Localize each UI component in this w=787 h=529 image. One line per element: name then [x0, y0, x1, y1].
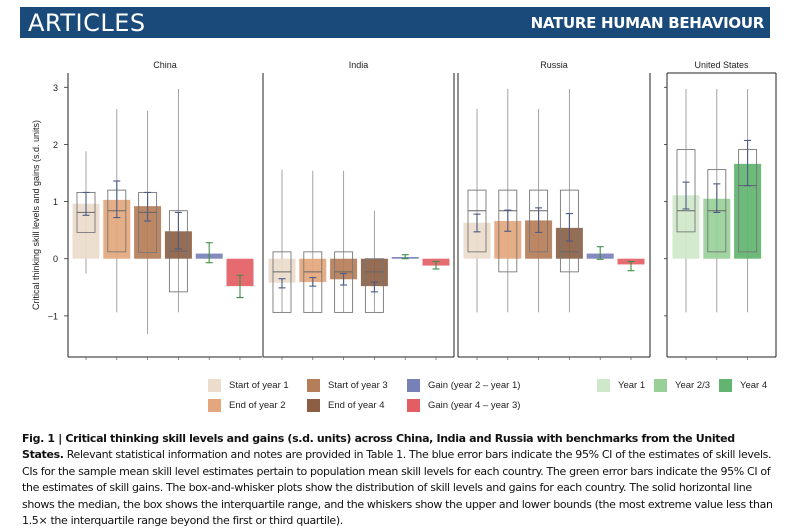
legend-label: Start of year 1	[229, 380, 289, 391]
box-iqr	[676, 149, 696, 233]
legend-item: End of year 4	[307, 399, 385, 412]
box-iqr	[272, 251, 292, 313]
legend-item: Start of year 3	[307, 379, 388, 392]
legend-label: End of year 4	[328, 400, 385, 411]
y-tick-label: 2	[53, 140, 58, 150]
legend-item: Year 1	[597, 379, 645, 392]
box-iqr	[467, 189, 487, 253]
legend-item: Start of year 1	[208, 379, 289, 392]
box-iqr	[529, 189, 549, 253]
box-iqr	[559, 189, 579, 273]
legend-item: Year 4	[719, 379, 767, 392]
legend-item: Year 2/3	[654, 379, 710, 392]
legend-swatch	[407, 379, 420, 392]
legend-label: Year 1	[618, 380, 646, 391]
y-axis-label: Critical thinking skill levels and gains…	[31, 120, 41, 310]
box-iqr	[334, 251, 354, 313]
legend-item: Gain (year 4 – year 3)	[407, 399, 520, 412]
bar-end-of-year-2	[299, 258, 327, 283]
legend-swatch	[208, 399, 221, 412]
box-iqr	[364, 258, 384, 313]
caption-title: Fig. 1 | Critical thinking skill levels …	[22, 432, 735, 462]
legend-swatch	[597, 379, 610, 392]
legend-label: Start of year 3	[328, 380, 388, 391]
legend-swatch	[654, 379, 667, 392]
legend-label: Gain (year 2 – year 1)	[428, 380, 521, 391]
journal-header: ARTICLES NATURE HUMAN BEHAVIOUR	[20, 7, 770, 38]
legend-swatch	[208, 379, 221, 392]
panel-title: China	[153, 60, 177, 70]
box-iqr	[303, 251, 323, 313]
y-tick-label: −1	[48, 311, 58, 321]
caption-body: Relevant statistical information and not…	[22, 448, 773, 528]
legend-swatch	[719, 379, 732, 392]
legend-item: Gain (year 2 – year 1)	[407, 379, 520, 392]
y-tick-label: 3	[53, 83, 58, 93]
legend-swatch	[307, 379, 320, 392]
y-tick-label: 0	[53, 254, 58, 264]
legend-swatch	[307, 399, 320, 412]
figure-caption: Fig. 1 | Critical thinking skill levels …	[22, 431, 774, 529]
figure-chart: Critical thinking skill levels and gains…	[31, 60, 777, 360]
box-iqr	[498, 189, 518, 273]
panel-title: Russia	[540, 60, 568, 70]
legend-label: Year 2/3	[675, 380, 711, 391]
bar-start-of-year-3	[330, 258, 358, 280]
legend-swatch	[407, 399, 420, 412]
panel-title: India	[349, 60, 369, 70]
panel-title: United States	[694, 60, 749, 70]
y-tick-label: 1	[53, 197, 58, 207]
legend-label: Year 4	[740, 380, 768, 391]
legend-label: End of year 2	[229, 400, 286, 411]
legend-label: Gain (year 4 – year 3)	[428, 400, 521, 411]
legend-item: End of year 2	[208, 399, 286, 412]
section-label: ARTICLES	[28, 9, 146, 37]
journal-name: NATURE HUMAN BEHAVIOUR	[530, 14, 765, 32]
